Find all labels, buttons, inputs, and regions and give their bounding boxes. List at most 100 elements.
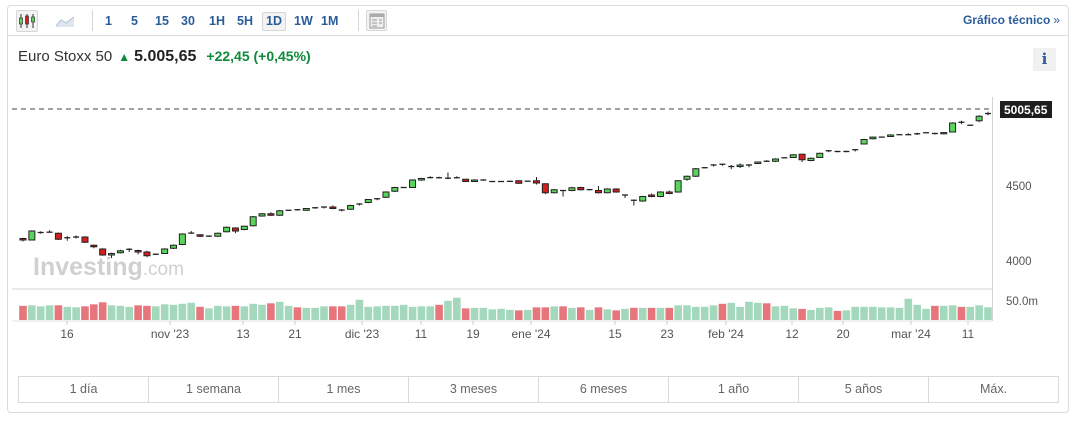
range-button[interactable]: 1 día (19, 377, 149, 402)
candle (541, 183, 549, 195)
candle (267, 212, 275, 216)
technical-chart-link[interactable]: Gráfico técnico» (963, 13, 1060, 27)
candle (126, 248, 133, 252)
instrument-name: Euro Stoxx 50 (18, 48, 113, 65)
timeframe-1w[interactable]: 1W (294, 14, 313, 28)
candle (81, 236, 89, 243)
candle (692, 168, 700, 177)
investing-watermark: Investing.com (33, 253, 184, 281)
timeframe-1d[interactable]: 1D (262, 12, 286, 31)
volume-bar (444, 300, 452, 320)
timeframe-1m[interactable]: 1M (321, 14, 339, 28)
candle (532, 177, 540, 185)
volume-bar (948, 305, 957, 320)
volume-bar (488, 309, 497, 320)
volume-bar (798, 308, 806, 320)
area-chart-icon[interactable] (54, 10, 76, 32)
volume-bar (302, 307, 311, 320)
range-button[interactable]: Máx. (979, 382, 1008, 396)
volume-bar (576, 307, 585, 320)
candle (294, 209, 301, 211)
technical-chart-label: Gráfico técnico (962, 13, 1051, 27)
volume-bar (346, 304, 355, 320)
candle (258, 213, 266, 217)
candle (674, 180, 682, 193)
volume-bar (151, 306, 160, 320)
volume-bar (957, 306, 966, 320)
candle (887, 134, 895, 137)
candle (506, 180, 513, 183)
range-button[interactable]: 3 meses (409, 377, 539, 402)
candle (958, 120, 965, 125)
candle (90, 244, 98, 249)
range-button[interactable]: 1 año (669, 377, 799, 402)
table-layout-icon[interactable] (366, 10, 387, 31)
candle (843, 150, 850, 153)
candle (19, 237, 27, 242)
timeframe-15[interactable]: 15 (155, 14, 169, 28)
x-tick-label: nov '23 (151, 327, 190, 341)
candle (719, 163, 726, 166)
volume-bar (364, 306, 373, 320)
candlestick-chart-icon[interactable] (16, 10, 38, 32)
candle (338, 209, 345, 212)
volume-bar (585, 309, 594, 320)
candle (825, 150, 832, 153)
volume-bar (435, 304, 443, 320)
candle (869, 136, 877, 140)
volume-bar (665, 307, 674, 320)
timeframe-5h[interactable]: 5H (237, 14, 253, 28)
chart-toolbar: 1 5 15 30 1H 5H 1D 1W 1M Gráfico técnico» (8, 6, 1068, 36)
volume-bar (727, 302, 736, 320)
candle (798, 153, 806, 162)
volume-bar (169, 304, 178, 320)
volume-bar (789, 308, 798, 320)
candle (852, 149, 859, 152)
range-button[interactable]: 1 semana (149, 377, 279, 402)
candle (240, 225, 248, 231)
range-selector: 1 día 1 semana 1 mes 3 meses 6 meses 1 año 5 a… (18, 376, 1059, 403)
timeframe-1[interactable]: 1 (105, 14, 112, 28)
info-button[interactable]: i (1033, 48, 1056, 71)
candle (444, 172, 451, 180)
candle (568, 186, 576, 192)
instrument-header: Euro Stoxx 50 ▲ 5.005,65 +22,45 (+0,45%) (18, 48, 311, 66)
volume-bar (382, 305, 390, 320)
candle (143, 250, 151, 258)
x-tick-label: 12 (785, 327, 799, 341)
candle (754, 161, 762, 164)
volume-bar (603, 309, 612, 320)
volume-bar (762, 303, 771, 320)
volume-bar (453, 297, 461, 320)
candle (905, 133, 912, 136)
candle (214, 232, 222, 237)
price-chart[interactable]: Investing.com 4000 4500 50.0m 5005,65 16 nov '… (8, 6, 1070, 366)
volume-tick-label: 50.0m (1006, 296, 1038, 308)
range-button[interactable]: 5 años (799, 377, 929, 402)
timeframe-5[interactable]: 5 (131, 14, 138, 28)
volume-bar (771, 306, 780, 320)
volume-bar (904, 298, 913, 320)
price-change: +22,45 (+0,45%) (206, 48, 310, 64)
candle (834, 150, 841, 153)
x-tick-label: ene '24 (512, 327, 551, 341)
volume-bar (125, 306, 134, 320)
range-button[interactable]: 1 mes (279, 377, 409, 402)
last-price-label: 5005,65 (1004, 103, 1048, 117)
volume-bar (187, 302, 196, 320)
candle (231, 227, 239, 234)
candle (99, 248, 107, 256)
timeframe-30[interactable]: 30 (181, 14, 195, 28)
candle (896, 134, 903, 136)
candle (736, 163, 744, 168)
volume-bar (559, 306, 567, 320)
volume-bar (709, 305, 718, 320)
volume-bar (196, 306, 204, 320)
candle (462, 178, 470, 182)
volume-bar (231, 305, 240, 320)
last-price-badge (1000, 101, 1052, 118)
timeframe-1h[interactable]: 1H (209, 14, 225, 28)
volume-bar (922, 308, 930, 320)
volume-bar (594, 307, 603, 320)
range-button[interactable]: 6 meses (539, 377, 669, 402)
